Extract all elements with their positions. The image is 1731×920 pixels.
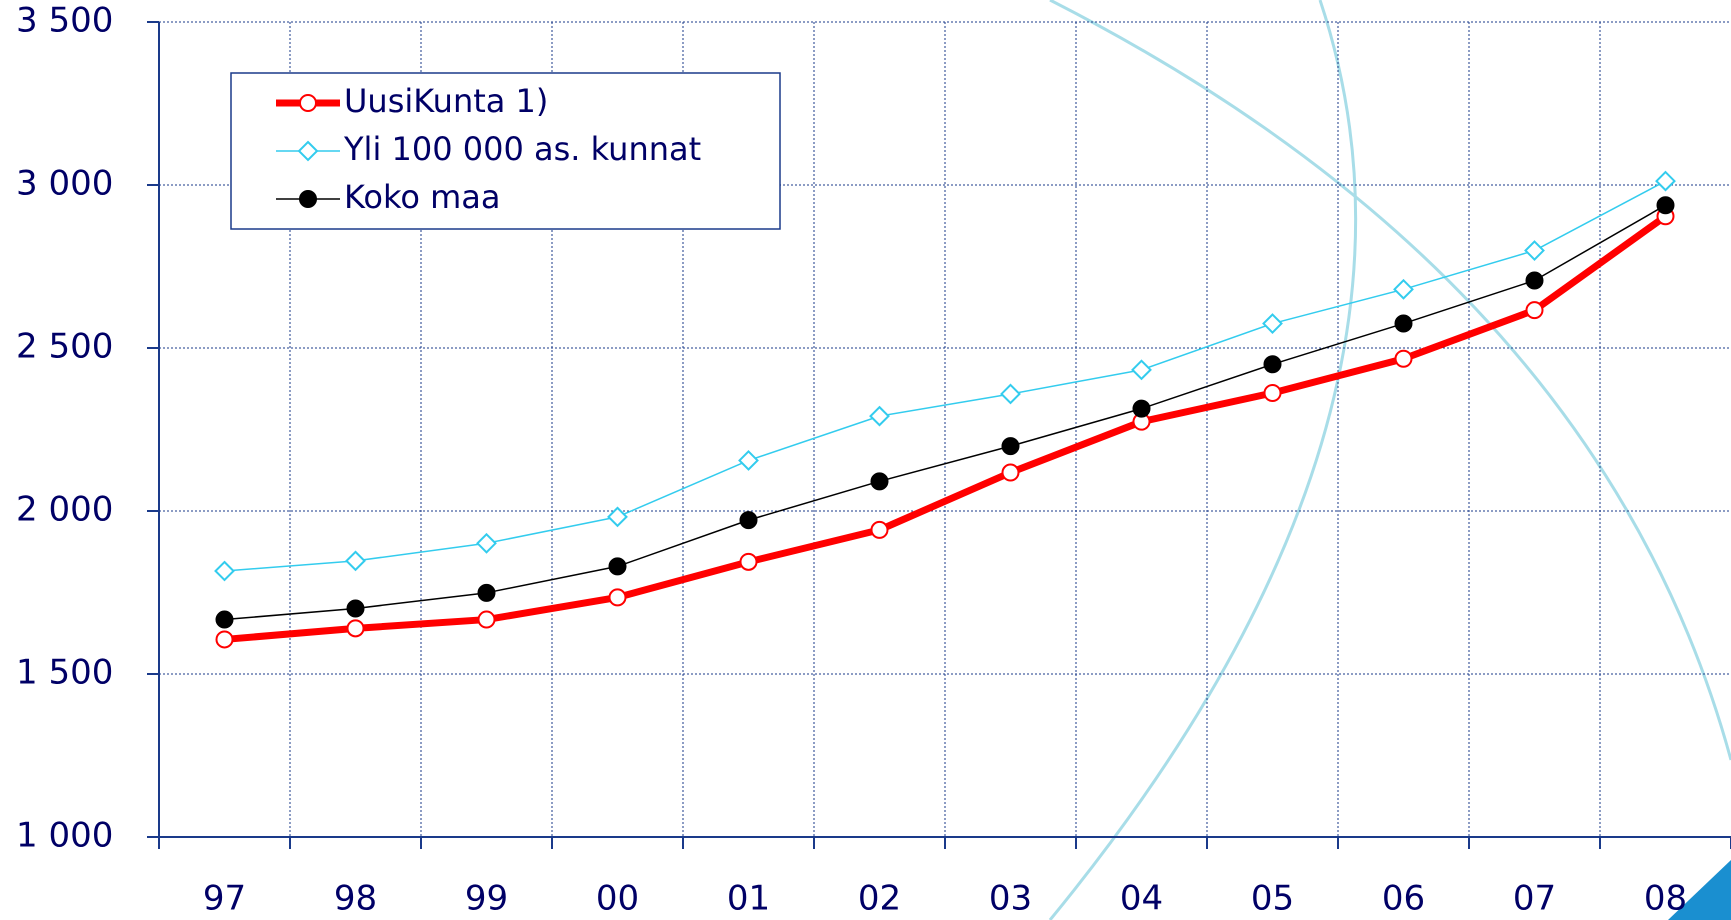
marker (608, 557, 627, 576)
marker (1525, 271, 1544, 290)
marker (1656, 196, 1675, 215)
x-tick-label: 08 (1644, 879, 1687, 919)
marker (477, 610, 496, 629)
y-tick-label: 1 500 (16, 653, 113, 693)
marker (1000, 383, 1021, 405)
marker (1132, 399, 1151, 418)
marker (608, 588, 627, 607)
marker (869, 405, 890, 427)
y-tick-label: 3 500 (16, 1, 113, 41)
marker (476, 532, 497, 554)
marker (739, 511, 758, 530)
series-line (224, 204, 1666, 621)
background-arcs (1048, 0, 1731, 920)
marker (870, 520, 889, 539)
x-tick-label: 02 (858, 879, 901, 919)
marker (1394, 314, 1413, 333)
y-tick-label: 2 000 (16, 490, 113, 530)
series-line (224, 180, 1666, 572)
marker (346, 619, 365, 638)
marker (739, 552, 758, 571)
series-line (224, 213, 1668, 643)
marker (297, 140, 319, 162)
marker (299, 94, 317, 112)
y-tick-label: 1 000 (16, 816, 113, 856)
marker (1655, 170, 1676, 192)
x-tick-label: 03 (989, 879, 1032, 919)
corner-decoration (1668, 860, 1731, 920)
marker (1263, 383, 1282, 402)
marker (1525, 301, 1544, 320)
marker (1131, 359, 1152, 381)
marker (1262, 313, 1283, 334)
marker (215, 630, 234, 649)
marker (345, 550, 366, 572)
x-tick-label: 07 (1513, 879, 1556, 919)
legend: UusiKunta 1) Yli 100 000 as. kunnat Koko m… (230, 72, 781, 230)
legend-label: UusiKunta 1) (344, 82, 548, 120)
x-tick-label: 99 (465, 879, 508, 919)
marker (1001, 463, 1020, 482)
marker (1524, 240, 1545, 261)
arc (1048, 0, 1358, 920)
x-tick-label: 00 (596, 879, 639, 919)
marker (1394, 349, 1413, 368)
x-tick-label: 06 (1382, 879, 1425, 919)
marker (870, 472, 889, 491)
x-tick-label: 05 (1251, 879, 1294, 919)
x-tick-label: 04 (1120, 879, 1163, 919)
marker (215, 610, 234, 629)
marker (1263, 355, 1282, 374)
marker (346, 599, 365, 618)
y-tick-label: 3 000 (16, 164, 113, 204)
x-tick-label: 01 (727, 879, 770, 919)
arc (1049, 0, 1731, 761)
marker (1001, 437, 1020, 456)
marker (214, 560, 235, 582)
x-tick-label: 97 (203, 879, 246, 919)
legend-label: Yli 100 000 as. kunnat (343, 130, 701, 168)
marker (738, 450, 759, 471)
legend-label: Koko maa (344, 178, 501, 216)
marker (477, 583, 496, 602)
x-tick-label: 98 (334, 879, 377, 919)
marker (1393, 278, 1414, 300)
marker (299, 190, 317, 208)
y-tick-label: 2 500 (16, 327, 113, 367)
marker (607, 506, 628, 528)
